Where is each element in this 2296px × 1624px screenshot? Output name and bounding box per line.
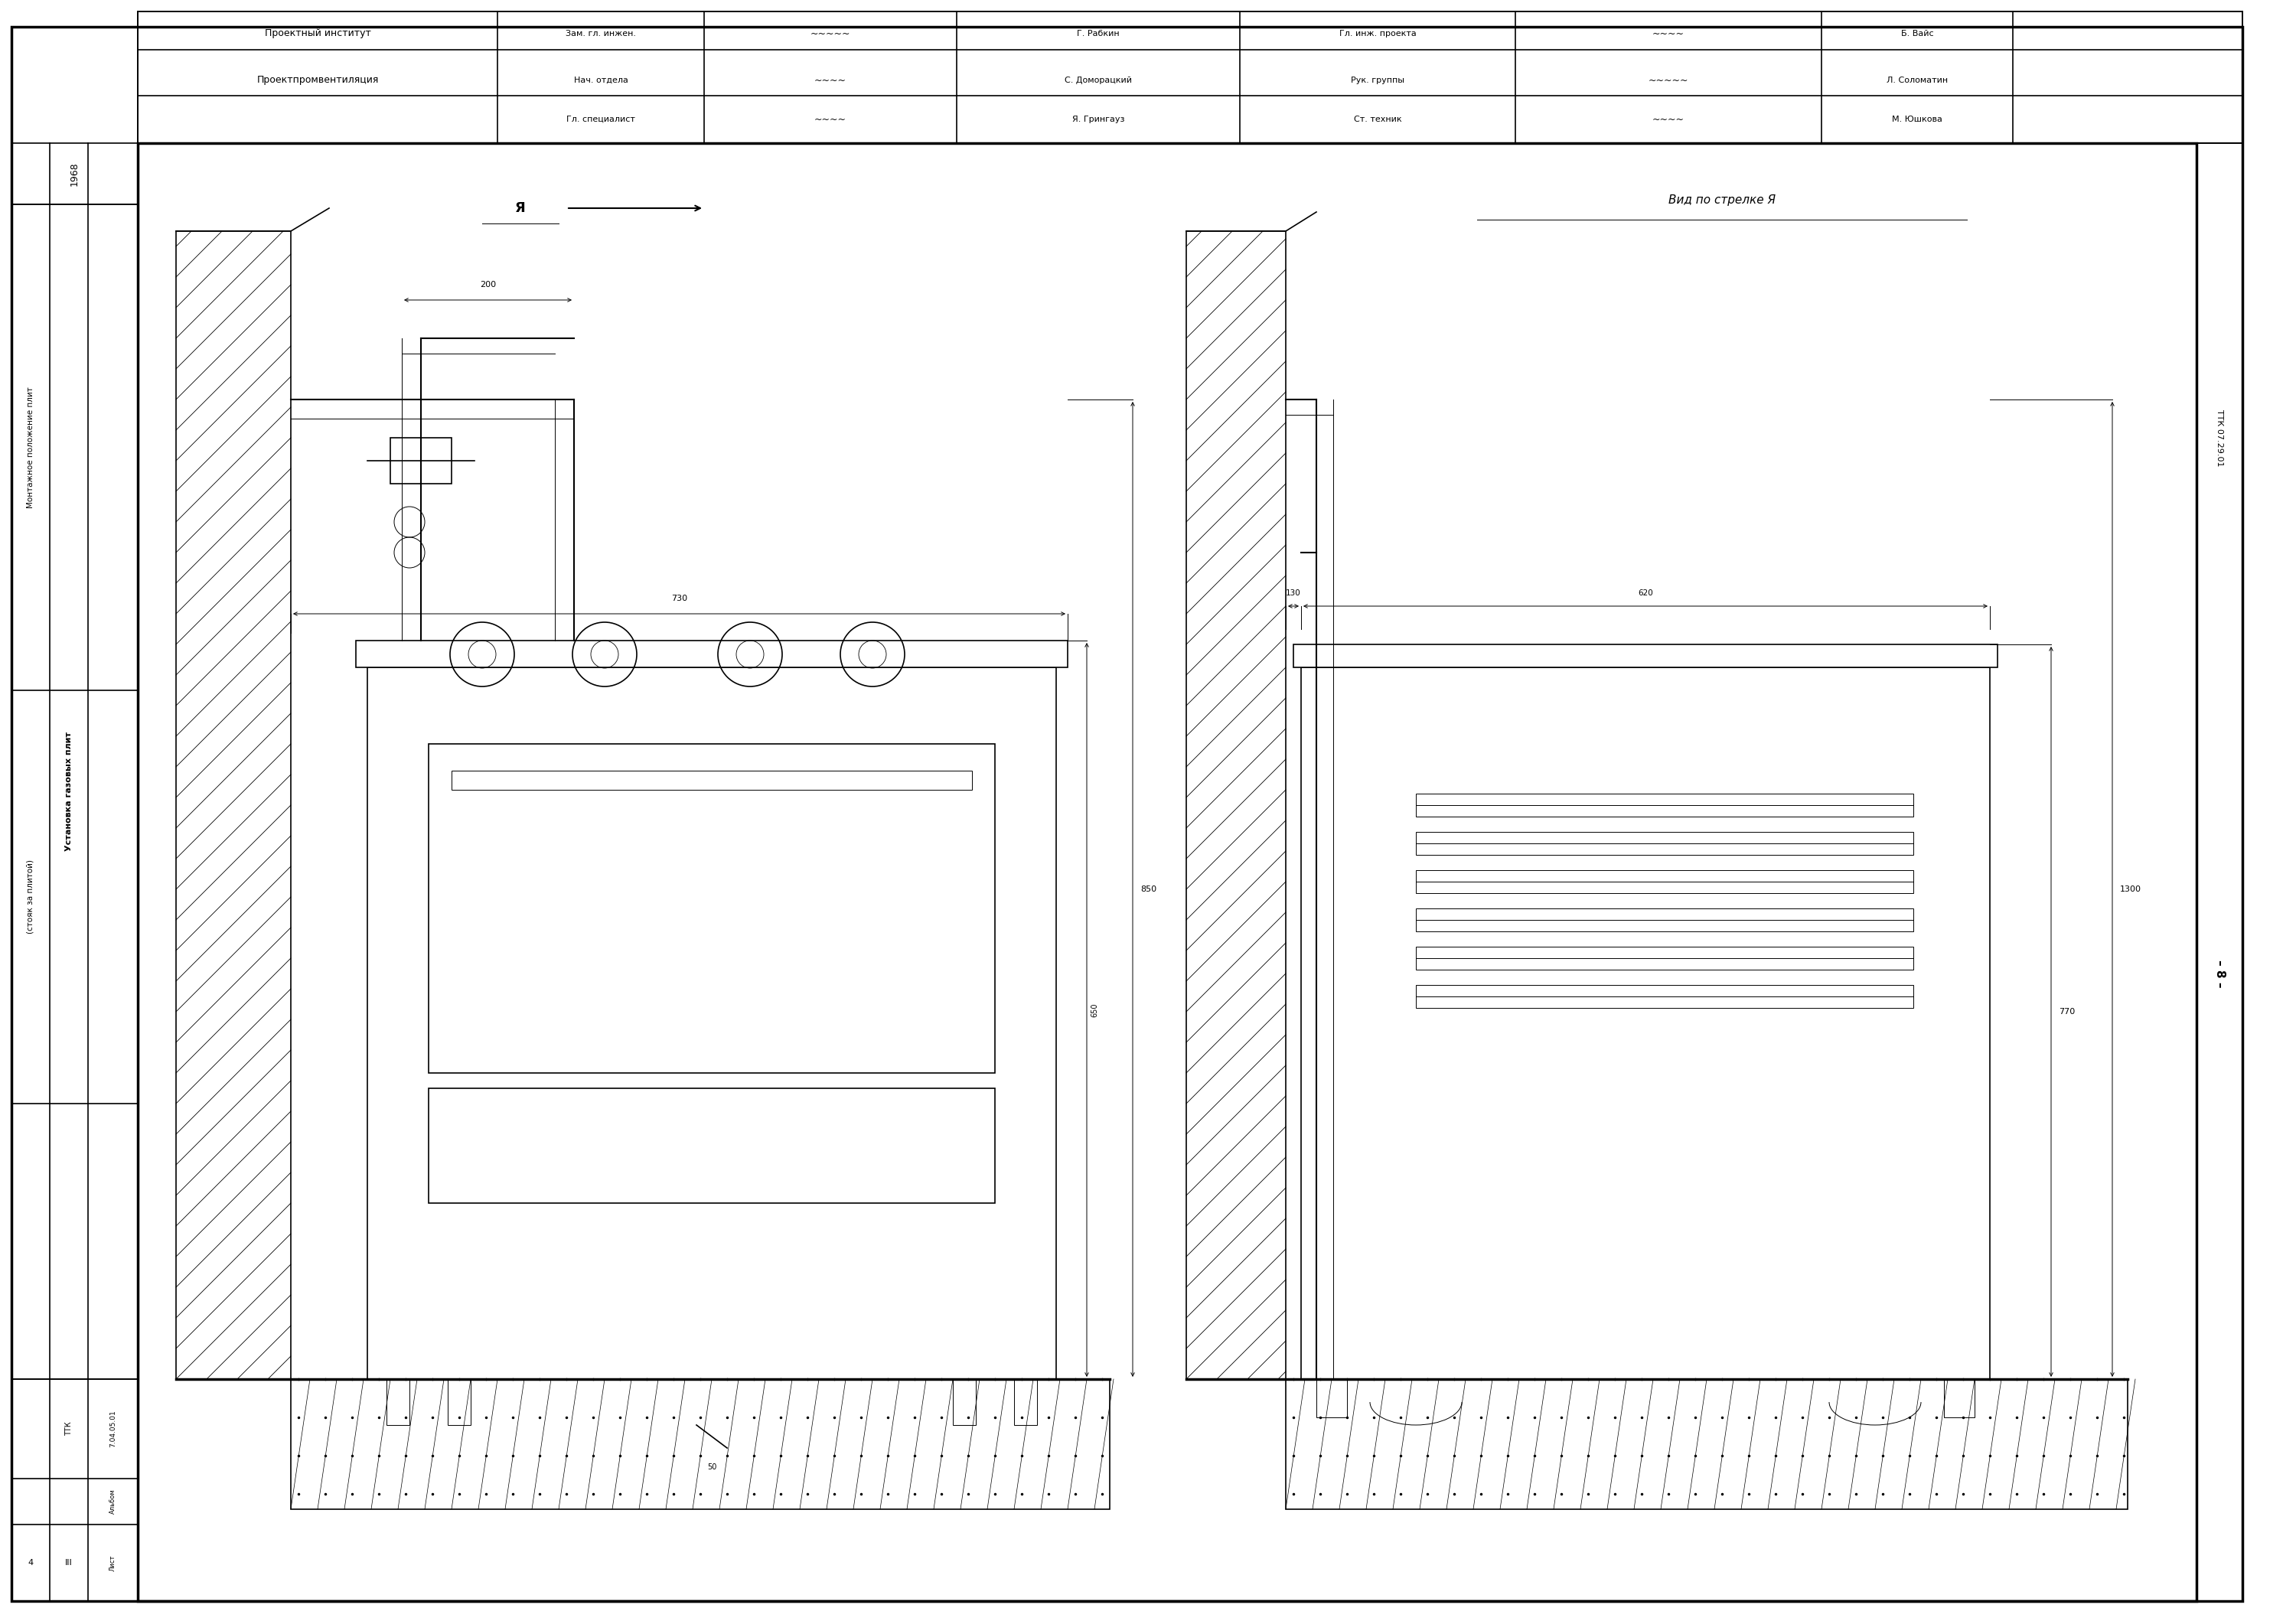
Text: Ст. техник: Ст. техник	[1355, 115, 1401, 123]
Bar	[1015, 1379, 1038, 1424]
Text: (стояк за плитой): (стояк за плитой)	[28, 859, 34, 934]
Text: Вид по стрелке Я: Вид по стрелке Я	[1669, 195, 1775, 206]
Text: Установка газовых плит: Установка газовых плит	[64, 732, 73, 851]
Text: ~~~~~: ~~~~~	[1649, 75, 1688, 86]
Text: ~~~~~: ~~~~~	[810, 29, 850, 39]
Text: М. Юшкова: М. Юшкова	[1892, 115, 1942, 123]
Text: Монтажное положение плит: Монтажное положение плит	[28, 387, 34, 508]
Text: 200: 200	[480, 281, 496, 289]
Bar	[429, 744, 994, 1073]
Bar	[1286, 1379, 2128, 1509]
Text: 1300: 1300	[2119, 885, 2142, 893]
Bar	[292, 1379, 1109, 1509]
Bar	[386, 1379, 409, 1424]
Bar	[448, 1379, 471, 1424]
Text: Я. Грингауз: Я. Грингауз	[1072, 115, 1125, 123]
Bar	[1945, 1379, 1975, 1418]
Text: 850: 850	[1141, 885, 1157, 893]
Bar	[1417, 831, 1913, 854]
Bar	[1417, 908, 1913, 932]
Text: 650: 650	[1091, 1002, 1097, 1017]
Bar	[1417, 794, 1913, 817]
Text: 620: 620	[1637, 590, 1653, 598]
Text: 50: 50	[707, 1463, 716, 1471]
Text: ~~~~: ~~~~	[815, 114, 847, 125]
Bar	[452, 771, 971, 789]
Text: ~~~~: ~~~~	[1653, 29, 1685, 39]
Text: 730: 730	[670, 594, 687, 603]
Text: Гл. инж. проекта: Гл. инж. проекта	[1339, 29, 1417, 37]
Text: Г. Рабкин: Г. Рабкин	[1077, 29, 1120, 37]
Bar	[138, 11, 2243, 143]
Text: III: III	[64, 1559, 73, 1567]
Text: ~~~~: ~~~~	[815, 75, 847, 86]
Bar	[138, 143, 2197, 1601]
Bar	[1417, 986, 1913, 1009]
Text: Б. Вайс: Б. Вайс	[1901, 29, 1933, 37]
Bar	[390, 438, 452, 484]
Text: С. Доморацкий: С. Доморацкий	[1065, 76, 1132, 84]
Text: Рук. группы: Рук. группы	[1350, 76, 1405, 84]
Text: 770: 770	[2060, 1009, 2076, 1015]
Bar	[1417, 947, 1913, 970]
Text: ~~~~: ~~~~	[1653, 114, 1685, 125]
Bar	[367, 667, 1056, 1379]
Text: Проектный институт: Проектный институт	[264, 29, 370, 39]
Bar	[177, 231, 292, 1379]
Bar	[429, 1088, 994, 1203]
Text: 1968: 1968	[69, 162, 80, 185]
Text: 130: 130	[1286, 590, 1302, 598]
Text: Гл. специалист: Гл. специалист	[567, 115, 636, 123]
Bar	[356, 640, 1068, 667]
Bar	[1302, 667, 1991, 1379]
Bar	[1417, 870, 1913, 893]
Text: Альбом: Альбом	[110, 1489, 117, 1514]
Bar	[1187, 231, 1286, 1379]
Text: – 8 –: – 8 –	[2213, 960, 2225, 987]
Text: Нач. отдела: Нач. отдела	[574, 76, 627, 84]
Text: ТТК 07.29.01: ТТК 07.29.01	[2216, 409, 2223, 466]
Text: 4: 4	[28, 1559, 34, 1567]
Bar	[1316, 1379, 1348, 1418]
Text: Зам. гл. инжен.: Зам. гл. инжен.	[565, 29, 636, 37]
Text: 7.04.05.01: 7.04.05.01	[110, 1410, 117, 1447]
Bar	[953, 1379, 976, 1424]
Text: Лист: Лист	[110, 1554, 117, 1570]
Text: Проектпромвентиляция: Проектпромвентиляция	[257, 75, 379, 86]
Bar	[1293, 645, 1998, 667]
Text: Л. Соломатин: Л. Соломатин	[1887, 76, 1947, 84]
Text: ТТК: ТТК	[64, 1421, 73, 1436]
Text: Я: Я	[514, 201, 526, 214]
